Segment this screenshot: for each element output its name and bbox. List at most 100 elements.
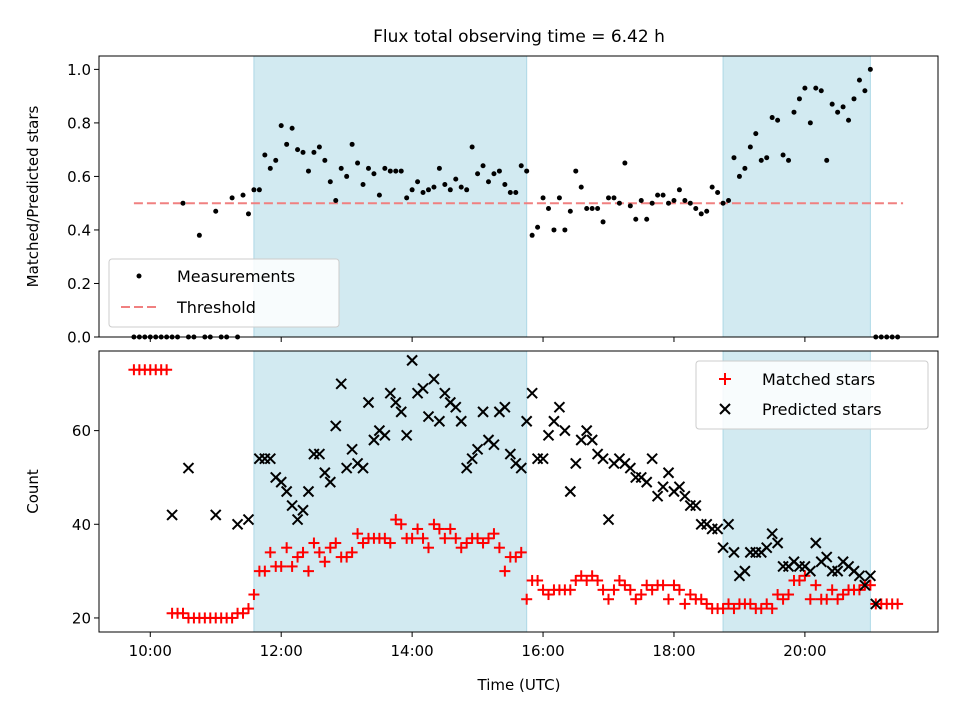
predicted-star-point (340, 462, 353, 474)
measurement-point (469, 144, 475, 150)
predicted-star-point (455, 415, 467, 427)
measurement-point (442, 181, 448, 187)
measurement-point (726, 198, 732, 204)
measurement-point (295, 147, 301, 153)
measurement-point (251, 187, 257, 193)
predicted-star-point (853, 570, 866, 582)
matched-star-point (668, 579, 680, 591)
matched-star-point (499, 565, 511, 577)
matched-star-point (515, 546, 527, 558)
predicted-star-point (766, 527, 778, 540)
matched-star-point (635, 589, 647, 601)
measurement-point (333, 198, 339, 204)
count-y-label: Count (24, 469, 42, 514)
measurement-point (813, 85, 819, 91)
measurement-point (627, 203, 633, 209)
matched-stars-series (128, 364, 904, 624)
predicted-star-point (422, 410, 435, 423)
matched-star-point (810, 579, 822, 591)
matched-star-point (439, 532, 451, 544)
matched-star-point (455, 542, 467, 554)
measurement-point (715, 189, 721, 195)
measurement-point (240, 192, 246, 198)
matched-star-point (608, 584, 620, 596)
predicted-star-point (542, 429, 555, 442)
measurement-point (376, 192, 382, 198)
matched-star-point (673, 584, 685, 596)
measurement-point (606, 195, 612, 201)
measurement-point (573, 168, 579, 174)
measurement-point (595, 206, 601, 212)
measurement-point (736, 173, 742, 179)
predicted-star-point (384, 387, 397, 399)
matched-star-point (384, 537, 396, 549)
measurement-point (704, 208, 710, 214)
matched-star-point (242, 603, 254, 615)
matched-star-point (493, 542, 505, 554)
matched-star-point (521, 593, 533, 605)
matched-star-point (728, 603, 740, 615)
ratio-y-label: Matched/Predicted stars (24, 106, 42, 288)
matched-star-point (264, 546, 276, 558)
predicted-star-point (357, 462, 369, 474)
predicted-star-point (390, 396, 402, 409)
ratio-y-tick-label: 1.0 (67, 61, 91, 79)
predicted-star-point (526, 387, 538, 399)
matched-star-point (330, 537, 342, 549)
predicted-star-point (406, 354, 418, 367)
matched-star-point (892, 598, 904, 610)
matched-star-point (777, 593, 789, 605)
matched-star-point (510, 551, 522, 563)
matched-star-point (570, 574, 582, 586)
predicted-star-point (330, 420, 342, 432)
legend-threshold-label: Threshold (176, 298, 256, 317)
measurement-point (731, 155, 737, 161)
measurement-point (289, 125, 295, 131)
matched-star-point (226, 612, 238, 624)
predicted-star-point (400, 429, 413, 442)
predicted-star-point (335, 378, 347, 390)
measurement-point (360, 181, 366, 187)
matched-star-point (537, 584, 549, 596)
matched-star-point (395, 518, 407, 530)
measurement-point (180, 200, 186, 206)
matched-star-point (286, 560, 298, 572)
measurement-point (382, 165, 388, 171)
matched-star-point (461, 537, 473, 549)
measurement-point (447, 187, 453, 193)
matched-star-point (346, 546, 358, 558)
matched-star-point (793, 574, 805, 586)
count-panel: 20 40 60 10:00 12:00 14:00 16:00 18:00 20:00 Co… (24, 350, 939, 694)
measurement-point (807, 120, 813, 126)
measurement-point (464, 187, 470, 193)
matched-star-point (302, 565, 314, 577)
measurement-point (666, 200, 672, 206)
matched-star-point (755, 603, 767, 615)
matched-star-point (586, 570, 598, 582)
matched-star-point (543, 589, 555, 601)
measurement-point (338, 165, 344, 171)
predicted-star-point (673, 481, 686, 493)
measurement-point (365, 165, 371, 171)
matched-star-point (581, 574, 593, 586)
measurement-point (638, 198, 644, 204)
predicted-star-point (182, 462, 195, 474)
matched-star-point (292, 551, 304, 563)
measurement-point (485, 179, 491, 185)
measurement-point (349, 141, 355, 147)
matched-star-point (352, 528, 364, 540)
predicted-star-point (428, 373, 440, 385)
matched-star-point (259, 565, 271, 577)
predicted-star-point (662, 467, 675, 479)
measurement-point (862, 88, 868, 94)
chart-title: Flux total observing time = 6.42 h (373, 27, 665, 47)
measurement-point (518, 163, 524, 169)
measurement-point (747, 144, 753, 150)
predicted-star-point (264, 453, 276, 465)
measurement-point (507, 189, 513, 195)
predicted-star-point (319, 467, 331, 479)
predicted-star-point (362, 396, 375, 409)
measurement-point (775, 117, 781, 123)
ratio-legend: Measurements Threshold (108, 258, 340, 328)
measurement-point (786, 157, 792, 163)
